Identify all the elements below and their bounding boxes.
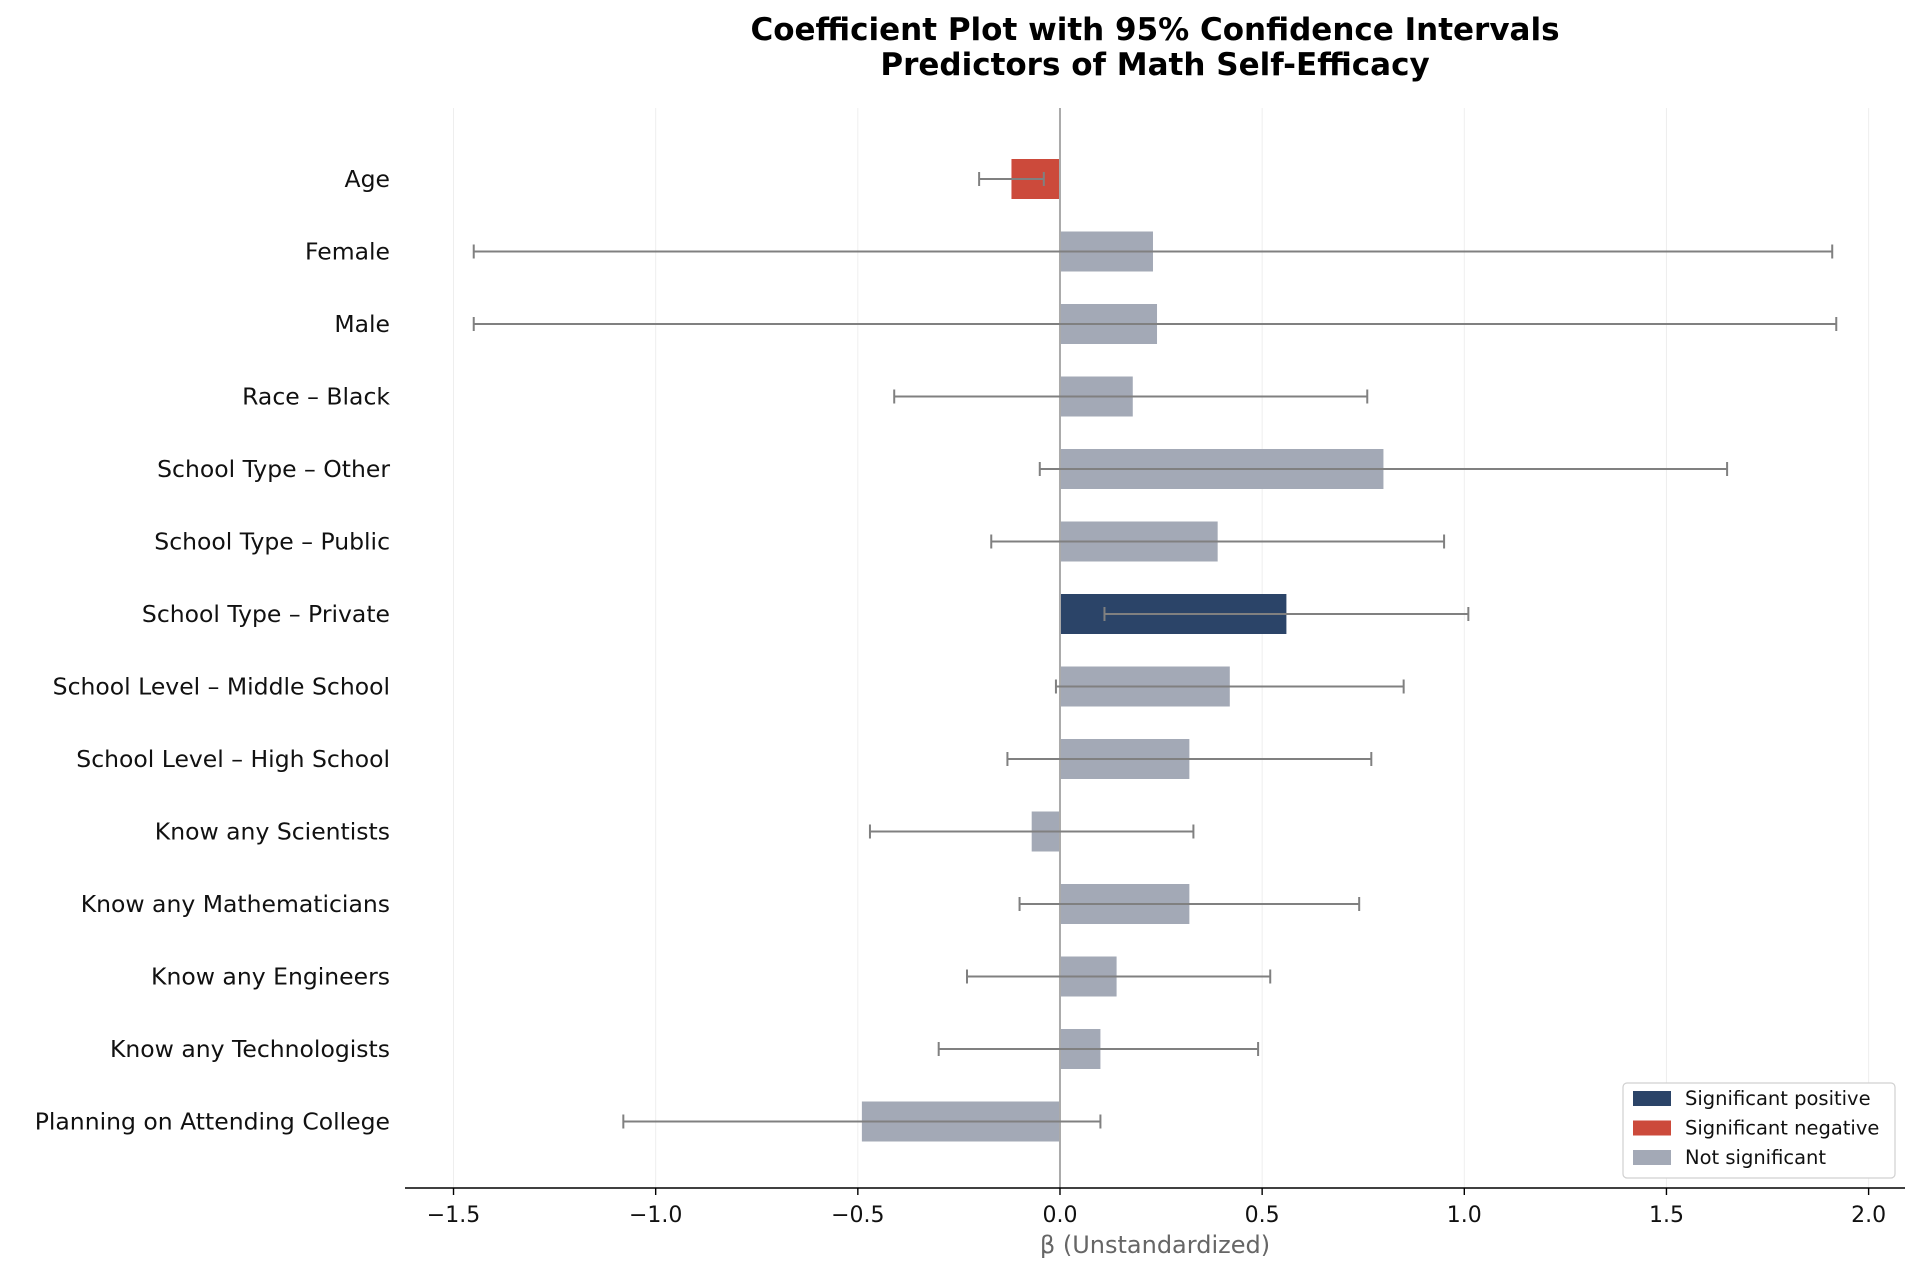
error-bar	[965, 969, 1272, 984]
x-axis-label: β (Unstandardized)	[1040, 1231, 1270, 1259]
legend-label: Significant negative	[1685, 1117, 1879, 1140]
error-bar	[472, 244, 1834, 259]
x-tick-label: 1.0	[1447, 1203, 1482, 1228]
category-label: Know any Scientists	[155, 818, 390, 846]
error-bar	[1038, 462, 1729, 476]
error-bar	[1103, 607, 1470, 621]
x-tick-label: 0.5	[1245, 1203, 1280, 1228]
x-tick-label: 0.0	[1042, 1203, 1077, 1228]
category-label: School Type – Private	[142, 600, 390, 628]
category-label: Know any Mathematicians	[81, 890, 390, 918]
bars	[861, 159, 1384, 1142]
category-label: Male	[334, 310, 390, 338]
error-bar	[1054, 679, 1405, 694]
error-bar	[937, 1042, 1260, 1056]
error-bar	[978, 172, 1045, 186]
legend: Significant positive Significant negative…	[1622, 1082, 1896, 1179]
chart-title-line-1: Coefficient Plot with 95% Confidence Int…	[750, 12, 1559, 48]
category-labels: Age Female Male Race – Black School Type – O…	[35, 165, 391, 1136]
x-tick-label: −0.5	[831, 1203, 884, 1228]
category-label: Know any Technologists	[110, 1035, 390, 1063]
x-tick-label: 2.0	[1851, 1203, 1886, 1228]
legend-swatch	[1633, 1091, 1671, 1106]
category-label: School Level – Middle School	[53, 673, 390, 701]
grid-lines	[453, 108, 1870, 1188]
legend-item: Significant negative	[1633, 1117, 1879, 1140]
error-bars	[472, 172, 1838, 1129]
category-label: School Type – Other	[157, 455, 390, 483]
x-tick-label: 1.5	[1649, 1203, 1684, 1228]
error-bar	[472, 317, 1838, 331]
legend-item: Significant positive	[1633, 1087, 1871, 1110]
error-bar	[868, 824, 1195, 839]
legend-swatch	[1633, 1120, 1671, 1136]
x-axis: −1.5 −1.0 −0.5 0.0 0.5 1.0 1.5 2.0	[405, 1187, 1905, 1228]
category-label: School Level – High School	[76, 745, 390, 773]
category-label: Race – Black	[242, 383, 390, 411]
error-bar	[1006, 752, 1373, 766]
error-bar	[893, 389, 1369, 404]
category-label: Planning on Attending College	[35, 1108, 390, 1136]
category-label: Age	[345, 165, 390, 193]
category-label: School Type – Public	[154, 528, 390, 556]
legend-label: Not significant	[1685, 1146, 1826, 1169]
chart-title-line-2: Predictors of Math Self-Efficacy	[880, 47, 1429, 83]
x-tick-label: −1.5	[427, 1203, 480, 1228]
x-tick-label: −1.0	[629, 1203, 682, 1228]
category-label: Know any Engineers	[151, 963, 390, 991]
error-bar	[990, 534, 1446, 549]
legend-item: Not significant	[1633, 1146, 1826, 1169]
legend-swatch	[1633, 1150, 1671, 1165]
error-bar	[622, 1114, 1102, 1129]
error-bar	[1018, 897, 1361, 911]
category-label: Female	[305, 238, 390, 266]
legend-label: Significant positive	[1685, 1087, 1871, 1110]
legend-box	[1622, 1082, 1896, 1179]
